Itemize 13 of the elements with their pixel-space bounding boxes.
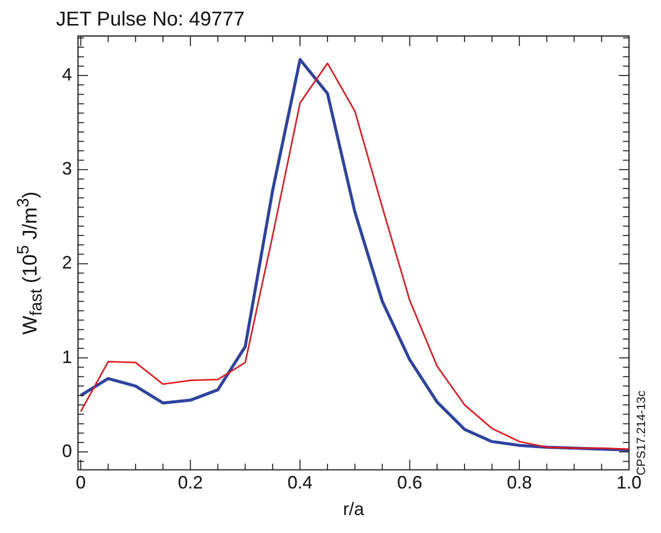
chart-title: JET Pulse No: 49777: [56, 8, 245, 31]
y-tick-label: 1: [62, 346, 72, 367]
x-tick-label: 0.8: [506, 472, 532, 493]
x-axis-title: r/a: [343, 499, 365, 520]
y-tick-label: 4: [62, 64, 72, 84]
x-tick-label: 0: [76, 472, 86, 493]
y-tick-label: 2: [62, 252, 72, 273]
x-tick-label: 0.4: [288, 472, 313, 493]
x-tick-label: 0.2: [178, 472, 203, 493]
y-tick-label: 3: [62, 158, 72, 179]
y-tick-label: 0: [62, 440, 72, 461]
x-tick-label: 0.6: [397, 472, 422, 493]
text: CPS17.214-13c: [634, 390, 648, 476]
